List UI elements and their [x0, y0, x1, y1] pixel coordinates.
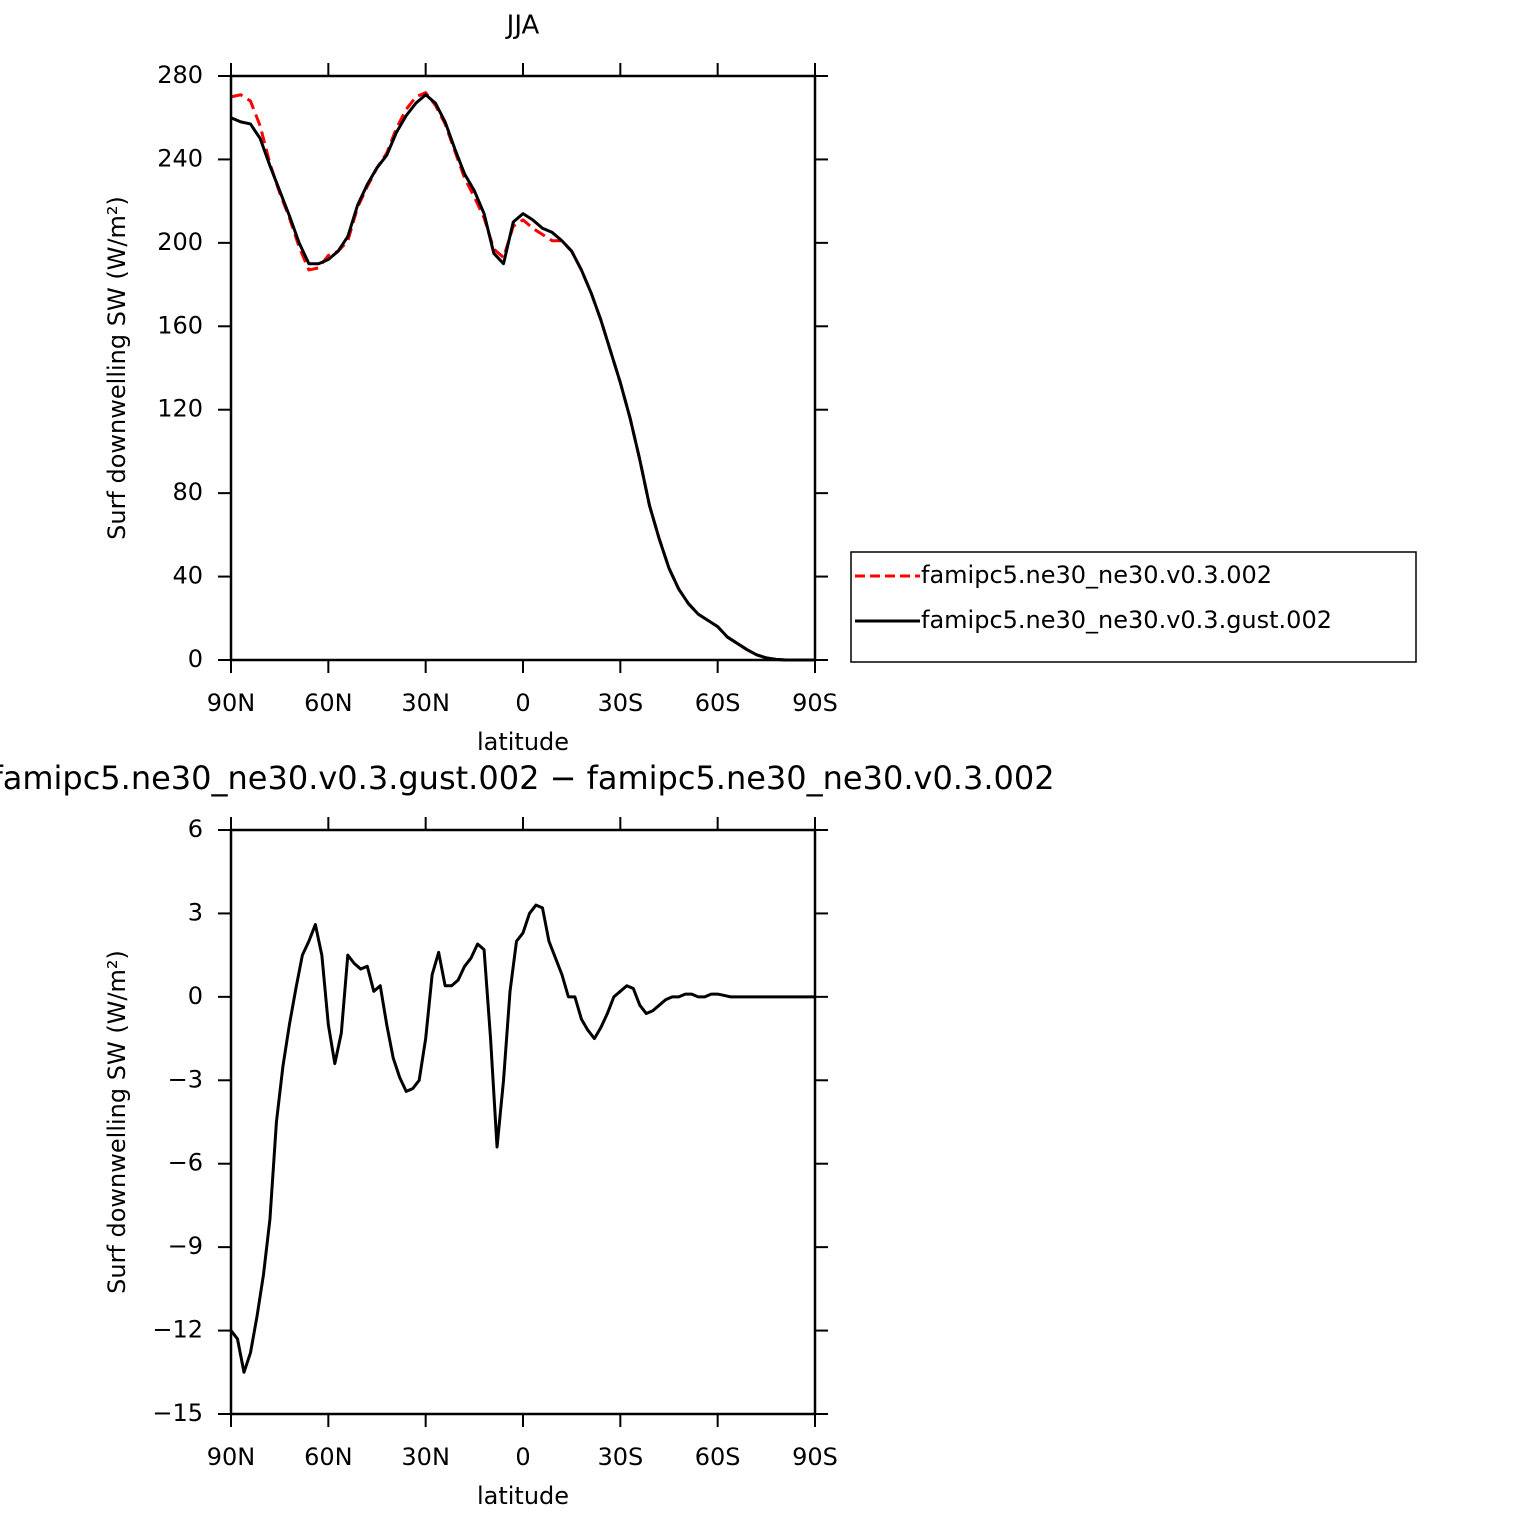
y-tick-label: 280 — [157, 61, 203, 89]
y-tick-label: −9 — [168, 1232, 203, 1260]
legend-label: famipc5.ne30_ne30.v0.3.gust.002 — [921, 606, 1332, 634]
data-line — [230, 93, 815, 662]
y-tick-label: 120 — [157, 395, 203, 423]
y-tick-label: −3 — [168, 1065, 203, 1093]
y-tick-label: 200 — [157, 228, 203, 256]
x-tick-label: 90S — [792, 689, 838, 717]
y-tick-label: 0 — [188, 982, 203, 1010]
x-tick-label: 60N — [304, 689, 353, 717]
x-tick-label: 90N — [207, 1443, 256, 1471]
x-tick-label: 30N — [401, 689, 450, 717]
data-line — [229, 903, 815, 1374]
plot-frame — [229, 828, 817, 1416]
x-tick-label: 30S — [597, 1443, 643, 1471]
y-tick-label: 160 — [157, 311, 203, 339]
x-tick-label: 0 — [515, 1443, 530, 1471]
y-tick-label: 240 — [157, 144, 203, 172]
x-tick-label: 90N — [207, 689, 256, 717]
y-tick-label: 6 — [188, 815, 203, 843]
data-line — [230, 91, 815, 662]
y-tick-label: 0 — [188, 645, 203, 673]
chart-title: JJA — [505, 11, 540, 41]
x-axis-label: latitude — [477, 728, 569, 756]
y-tick-label: 3 — [188, 898, 203, 926]
x-tick-label: 60S — [695, 689, 741, 717]
y-axis-label: Surf downwelling SW (W/m²) — [103, 196, 131, 540]
legend-box — [850, 551, 1417, 663]
y-tick-label: 80 — [172, 478, 203, 506]
x-axis-label: latitude — [477, 1482, 569, 1510]
legend-label: famipc5.ne30_ne30.v0.3.002 — [921, 561, 1272, 589]
legend: famipc5.ne30_ne30.v0.3.002 famipc5.ne30_n… — [850, 551, 1417, 663]
y-tick-label: −12 — [152, 1316, 203, 1344]
y-tick-label: −6 — [168, 1149, 203, 1177]
x-tick-label: 60S — [695, 1443, 741, 1471]
chart-title: famipc5.ne30_ne30.v0.3.gust.002 − famipc… — [0, 759, 1055, 797]
y-tick-label: −15 — [152, 1399, 203, 1427]
y-tick-label: 40 — [172, 562, 203, 590]
plot-frame — [229, 74, 817, 662]
x-tick-label: 90S — [792, 1443, 838, 1471]
x-tick-label: 60N — [304, 1443, 353, 1471]
x-tick-label: 30S — [597, 689, 643, 717]
x-tick-label: 30N — [401, 1443, 450, 1471]
y-axis-label: Surf downwelling SW (W/m²) — [103, 950, 131, 1294]
x-tick-label: 0 — [515, 689, 530, 717]
